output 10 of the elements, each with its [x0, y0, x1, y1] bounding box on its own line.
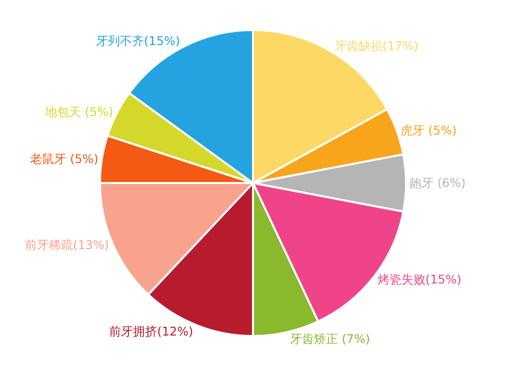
slice-label: 牙列不齐(15%) — [96, 34, 180, 48]
slice-label: 前牙拥挤(12%) — [109, 324, 194, 338]
slice-label: 牙齿矫正 (7%) — [290, 332, 370, 346]
slice-label: 牙齿缺损(17%) — [334, 39, 418, 54]
slice-label: 老鼠牙 (5%) — [30, 152, 98, 166]
slice-label: 龅牙 (6%) — [410, 176, 466, 190]
slice-label: 烤瓷失败(15%) — [377, 272, 462, 286]
slice-label: 地包天 (5%) — [44, 105, 114, 120]
slice-label: 虎牙 (5%) — [400, 123, 457, 138]
slice-label: 前牙稀疏(13%) — [25, 238, 110, 252]
